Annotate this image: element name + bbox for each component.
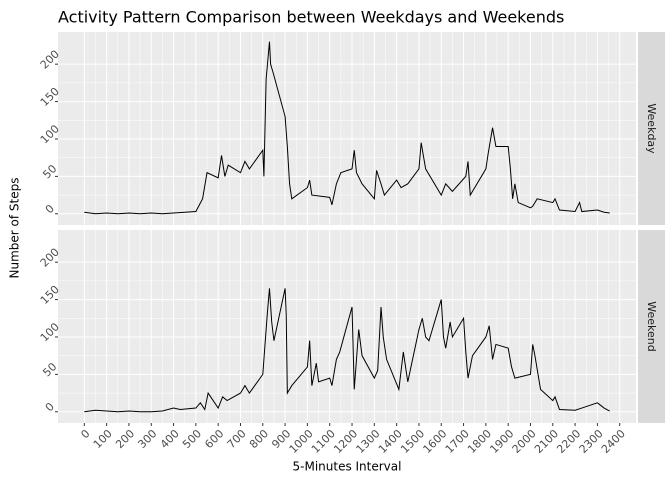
- x-tick-label: 0: [78, 427, 92, 441]
- x-tick-label: 1700: [443, 427, 472, 456]
- x-tick-label: 1100: [309, 427, 338, 456]
- x-tick-label: 2400: [599, 427, 628, 456]
- strip-background: [638, 230, 665, 423]
- y-axis-label: Number of Steps: [8, 178, 22, 279]
- x-tick-label: 1000: [287, 427, 316, 456]
- y-tick-label: 50: [40, 162, 59, 181]
- strip-label: Weekday: [645, 103, 658, 154]
- x-tick-label: 1600: [421, 427, 450, 456]
- chart-title: Activity Pattern Comparison between Week…: [58, 8, 564, 27]
- x-tick-label: 1400: [376, 427, 405, 456]
- x-tick-label: 2200: [554, 427, 583, 456]
- x-tick-label: 1300: [354, 427, 383, 456]
- x-tick-label: 400: [158, 427, 182, 451]
- x-tick-label: 1500: [398, 427, 427, 456]
- strip-label: Weekend: [645, 301, 658, 351]
- y-tick-label: 0: [43, 400, 57, 414]
- x-tick-label: 1200: [331, 427, 360, 456]
- x-tick-label: 300: [135, 427, 159, 451]
- x-axis-label: 5-Minutes Interval: [293, 460, 402, 474]
- x-tick-label: 700: [225, 427, 249, 451]
- x-tick-label: 100: [91, 427, 115, 451]
- y-tick-label: 0: [43, 202, 57, 216]
- x-tick-label: 2000: [510, 427, 539, 456]
- x-tick-label: 500: [180, 427, 204, 451]
- strip-background: [638, 32, 665, 225]
- x-tick-label: 600: [202, 427, 226, 451]
- panel-background: [58, 32, 636, 225]
- x-tick-label: 2100: [532, 427, 561, 456]
- x-tick-label: 1900: [487, 427, 516, 456]
- x-tick-label: 1800: [465, 427, 494, 456]
- x-tick-label: 2300: [577, 427, 606, 456]
- line: [84, 288, 610, 413]
- line: [84, 41, 610, 215]
- x-tick-label: 200: [113, 427, 137, 451]
- x-tick-label: 800: [247, 427, 271, 451]
- y-tick-label: 50: [40, 360, 59, 379]
